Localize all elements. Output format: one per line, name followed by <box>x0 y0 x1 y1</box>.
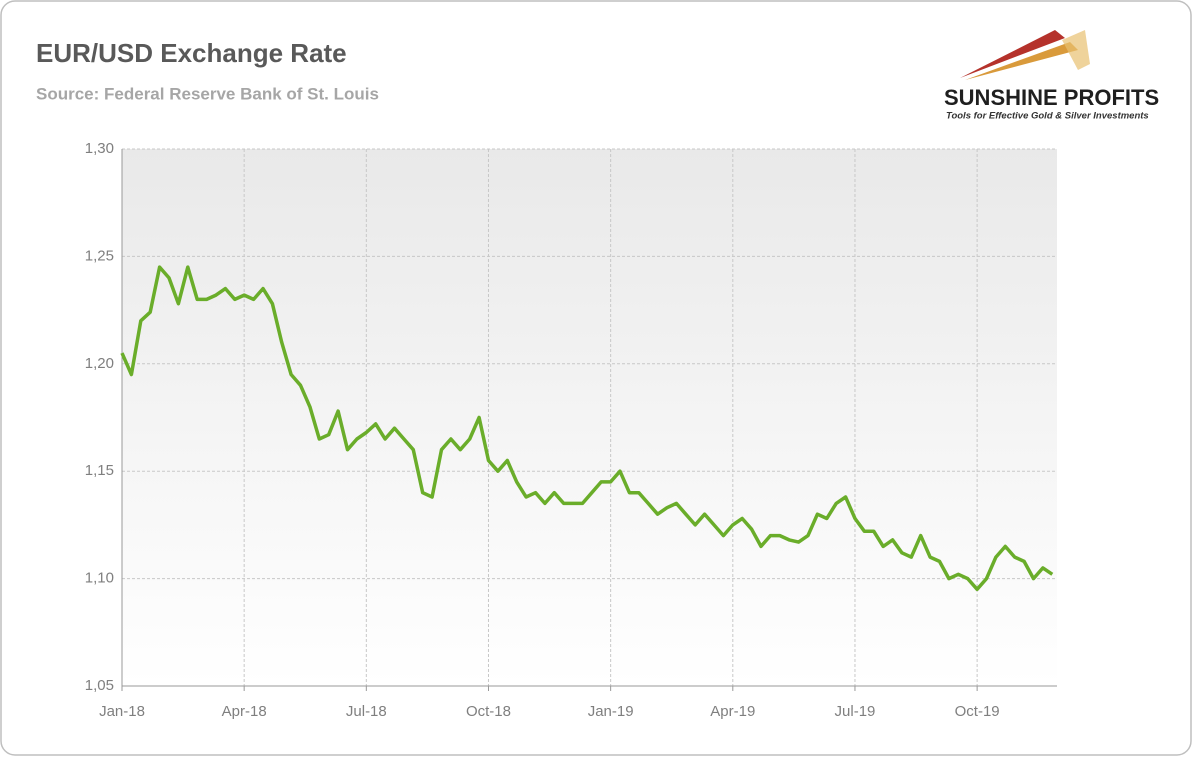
logo-tagline: Tools for Effective Gold & Silver Invest… <box>946 111 1149 122</box>
logo-name: SUNSHINE PROFITS <box>944 85 1159 110</box>
x-tick-label: Oct-18 <box>466 703 511 720</box>
y-tick-label: 1,15 <box>85 462 114 479</box>
x-tick-label: Jul-19 <box>835 703 876 720</box>
data-line <box>120 265 1054 592</box>
y-tick-label: 1,25 <box>85 247 114 264</box>
y-tick-label: 1,30 <box>85 140 114 157</box>
chart-title: EUR/USD Exchange Rate <box>36 38 347 68</box>
plot-area <box>122 149 1057 686</box>
logo-ray <box>960 30 1065 78</box>
y-tick-label: 1,10 <box>85 570 114 587</box>
y-tick-label: 1,05 <box>85 677 114 694</box>
x-tick-label: Apr-18 <box>222 703 267 720</box>
chart-subtitle: Source: Federal Reserve Bank of St. Loui… <box>36 84 379 103</box>
logo-ray <box>965 42 1078 80</box>
x-tick-label: Apr-19 <box>710 703 755 720</box>
y-tick-label: 1,20 <box>85 355 114 372</box>
x-tick-label: Jul-18 <box>346 703 387 720</box>
x-tick-label: Jan-18 <box>99 703 145 720</box>
logo: SUNSHINE PROFITS Tools for Effective Gol… <box>944 30 1159 122</box>
x-tick-label: Jan-19 <box>588 703 634 720</box>
x-tick-label: Oct-19 <box>955 703 1000 720</box>
logo-ray <box>1062 30 1090 70</box>
